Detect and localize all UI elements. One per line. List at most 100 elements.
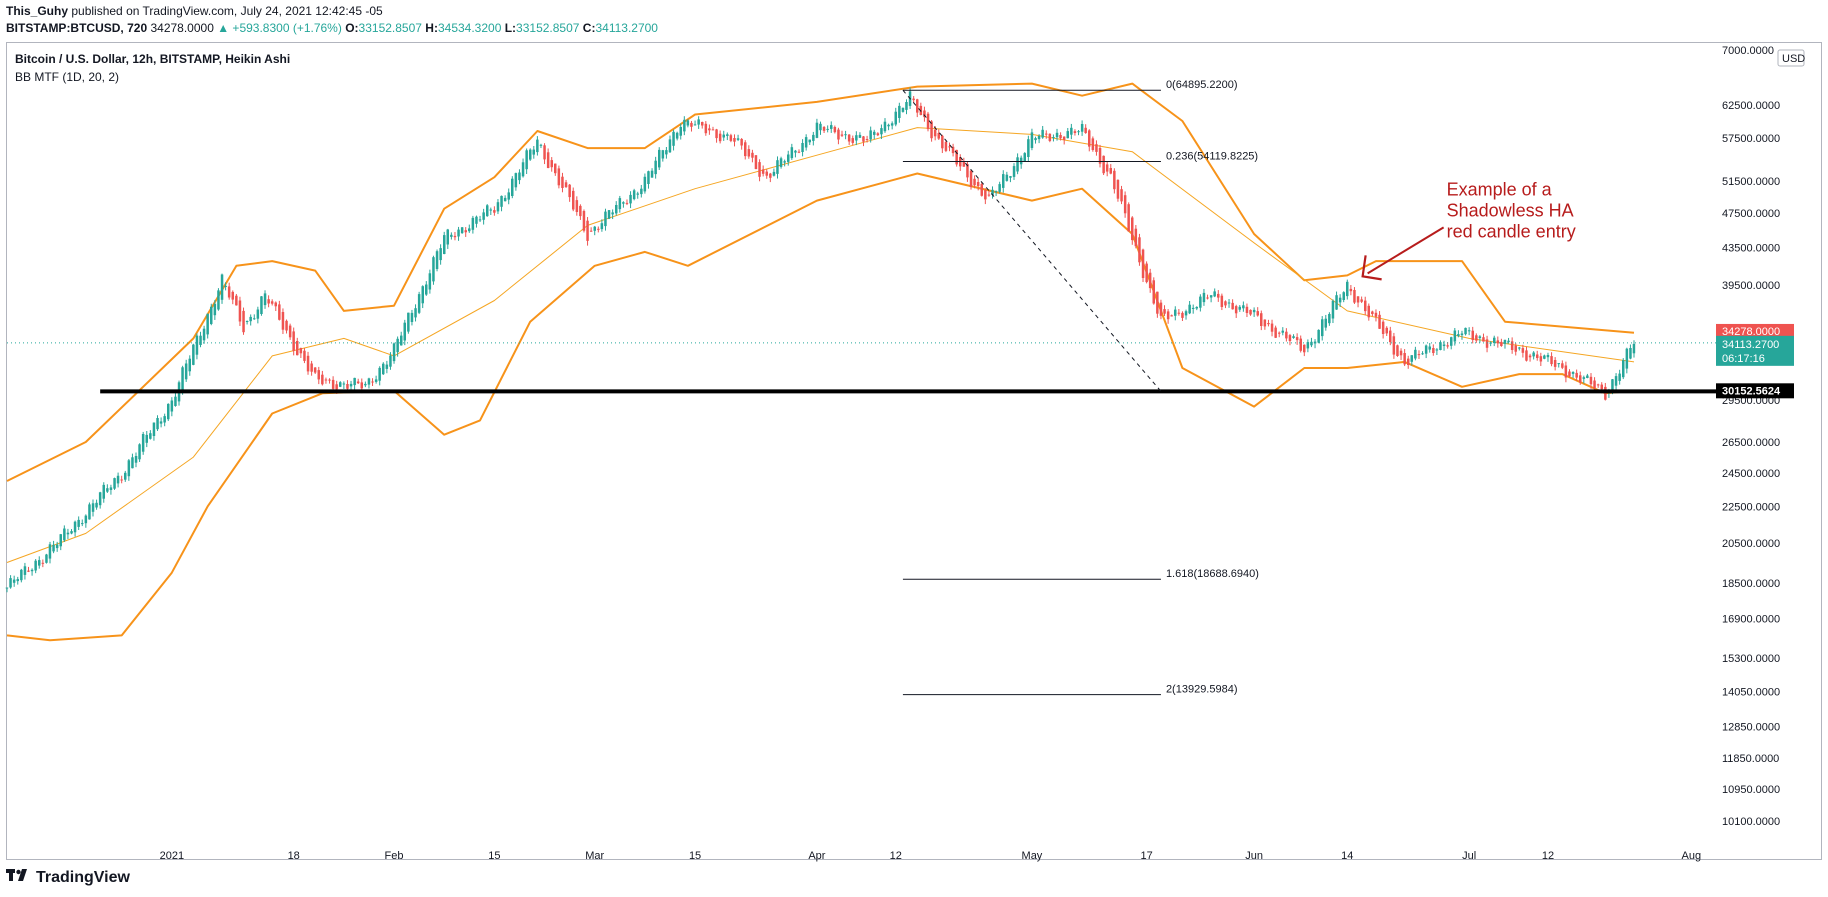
candle-body (754, 155, 758, 169)
y-tick-label: 39500.0000 (1722, 280, 1780, 292)
candle (446, 228, 449, 249)
candle (141, 431, 145, 455)
plot-area[interactable]: 0(64895.2200) 0.236(54119.8225) 1.618(1868… (5, 79, 1720, 696)
candle-body (486, 205, 489, 217)
candle-body (923, 110, 926, 118)
y-tick-label: 15300.0000 (1722, 653, 1780, 665)
candle (1489, 341, 1492, 347)
candle (38, 556, 41, 569)
candle (1231, 299, 1234, 310)
candle (1213, 288, 1216, 298)
candle (536, 136, 539, 156)
candle (1249, 309, 1252, 316)
candle-body (267, 299, 270, 304)
candle-body (607, 210, 611, 219)
candle (1503, 339, 1507, 349)
candle (163, 413, 166, 427)
candle-body (1295, 337, 1299, 341)
candle-body (1467, 330, 1471, 332)
candle-body (95, 502, 98, 508)
candle-body (744, 142, 747, 157)
currency-badge[interactable] (1777, 49, 1805, 67)
candle-body (876, 133, 880, 136)
y-tick-label: 18500.0000 (1722, 578, 1780, 590)
chart-frame[interactable] (6, 42, 1822, 860)
candle-body (658, 149, 661, 168)
candle-body (1184, 311, 1188, 316)
candle (1632, 340, 1636, 358)
candle (353, 377, 356, 390)
candle (382, 362, 385, 375)
candle-body (156, 418, 159, 430)
candle-body (521, 162, 525, 177)
candle (769, 172, 772, 183)
candle-body (1600, 384, 1603, 390)
candle (1460, 330, 1464, 340)
candle-body (342, 383, 346, 385)
candle-body (84, 515, 88, 524)
candle (1399, 348, 1403, 360)
candle (1629, 344, 1632, 360)
candle-body (844, 134, 847, 136)
candle (991, 186, 994, 199)
candle-body (339, 382, 342, 387)
author-name[interactable]: This_Guhy (6, 4, 69, 18)
candle (1557, 363, 1560, 368)
candle (554, 163, 557, 176)
candle (149, 430, 152, 440)
candle-body (1328, 314, 1331, 324)
candle-body (532, 149, 535, 155)
candle (1034, 136, 1037, 144)
candle-body (1127, 204, 1130, 232)
candle (1625, 347, 1629, 374)
candle (693, 120, 697, 126)
candle-body (1080, 124, 1084, 132)
candle-body (360, 382, 363, 389)
candle (493, 206, 496, 216)
candle (819, 121, 822, 135)
candle-body (1260, 313, 1263, 326)
candle (1102, 155, 1105, 175)
x-tick-label: Feb (385, 850, 404, 862)
candle-body (794, 150, 797, 153)
candle (923, 106, 926, 122)
candle-body (1586, 375, 1589, 378)
candle-body (235, 295, 238, 306)
candle-body (1381, 321, 1385, 334)
candle-body (1062, 136, 1066, 140)
candle (98, 491, 102, 509)
candle-body (389, 355, 392, 367)
candle-body (1371, 311, 1374, 314)
candle-body (930, 121, 933, 139)
candle-body (862, 136, 865, 142)
candle-body (1596, 384, 1600, 386)
candle-body (765, 171, 768, 176)
candle-body (847, 134, 851, 142)
candle (532, 146, 535, 159)
candle-body (367, 378, 371, 385)
candle (1349, 284, 1353, 296)
candle (1052, 134, 1055, 142)
candle-body (1267, 323, 1270, 325)
candle (683, 116, 686, 136)
candle-body (898, 105, 901, 118)
candle-body (181, 367, 184, 392)
candle-body (1077, 131, 1080, 133)
candle-body (740, 139, 743, 146)
candle-body (116, 475, 120, 484)
candle (84, 514, 88, 528)
candle (679, 123, 682, 140)
candle-body (1191, 307, 1195, 309)
candle (1417, 350, 1421, 359)
high-label: H: (425, 21, 438, 35)
candle-body (640, 188, 643, 195)
candle (310, 360, 313, 376)
footer-brand[interactable]: TradingView (6, 868, 130, 887)
candle-body (586, 220, 589, 241)
fib-trend-line[interactable] (902, 89, 1162, 392)
candle-body (453, 235, 457, 238)
candle-body (579, 205, 582, 217)
candle (826, 125, 829, 133)
